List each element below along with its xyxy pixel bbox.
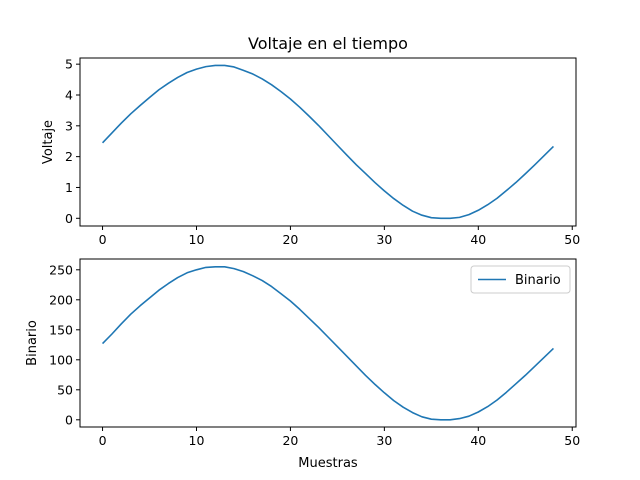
legend-label: Binario xyxy=(515,273,561,288)
y-axis-label-binary: Binario xyxy=(25,320,40,366)
x-tick-label: 30 xyxy=(376,232,392,247)
y-tick-label: 200 xyxy=(49,292,73,307)
x-tick-label: 10 xyxy=(189,232,205,247)
y-tick-label: 250 xyxy=(49,262,73,277)
y-ticks-voltage: 0 1 2 3 4 5 xyxy=(65,57,80,226)
x-tick-label: 10 xyxy=(189,433,205,448)
x-ticks-binary: 0 10 20 30 40 50 xyxy=(99,427,580,448)
y-tick-label: 5 xyxy=(65,57,73,72)
plot-area-binary xyxy=(79,258,577,428)
x-ticks-voltage: 0 10 20 30 40 50 xyxy=(99,226,580,247)
x-tick-label: 30 xyxy=(376,433,392,448)
x-tick-label: 20 xyxy=(282,232,298,247)
voltage-line xyxy=(101,64,555,220)
x-tick-label: 40 xyxy=(470,232,486,247)
y-tick-label: 100 xyxy=(49,352,73,367)
x-tick-label: 20 xyxy=(282,433,298,448)
y-tick-label: 1 xyxy=(65,180,73,195)
y-tick-label: 0 xyxy=(65,412,73,427)
x-tick-label: 40 xyxy=(470,433,486,448)
chart-title: Voltaje en el tiempo xyxy=(248,34,408,53)
voltage-subplot: 0 10 20 30 40 50 0 1 2 3 4 5 Voltaje xyxy=(41,57,580,247)
legend: Binario xyxy=(470,265,571,294)
binary-subplot: 0 10 20 30 40 50 0 50 100 150 200 250 Binario Mues… xyxy=(25,258,580,471)
y-tick-label: 0 xyxy=(65,211,73,226)
binary-line xyxy=(101,266,555,421)
y-axis-label-voltage: Voltaje xyxy=(41,120,56,164)
y-tick-label: 150 xyxy=(49,322,73,337)
x-axis-label: Muestras xyxy=(298,456,358,471)
y-tick-label: 4 xyxy=(65,87,73,102)
x-tick-label: 50 xyxy=(564,433,580,448)
y-ticks-binary: 0 50 100 150 200 250 xyxy=(49,262,80,427)
x-tick-label: 0 xyxy=(99,232,107,247)
y-tick-label: 50 xyxy=(57,382,73,397)
legend-box xyxy=(470,265,571,294)
x-tick-label: 0 xyxy=(99,433,107,448)
y-tick-label: 2 xyxy=(65,149,73,164)
x-tick-label: 50 xyxy=(564,232,580,247)
plot-area-voltage xyxy=(79,57,577,227)
y-tick-label: 3 xyxy=(65,118,73,133)
